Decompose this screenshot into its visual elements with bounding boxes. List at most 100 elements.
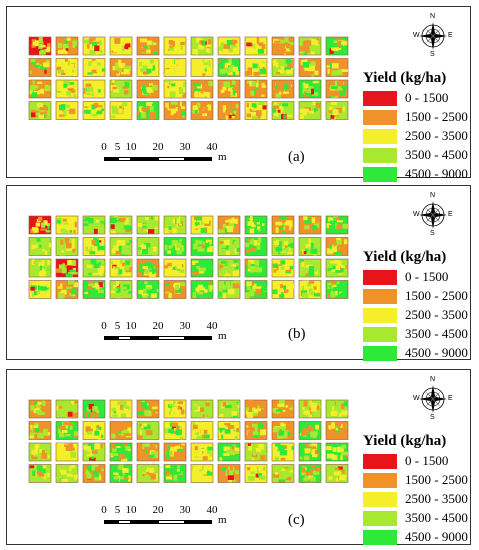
panel-label: (a) — [288, 149, 305, 165]
legend-swatch — [363, 472, 397, 488]
compass-e-label: E — [448, 395, 453, 402]
scale-tick-label: 40 — [206, 141, 218, 153]
field-plot — [109, 58, 133, 77]
compass-n-label: N — [430, 376, 436, 383]
field-plot — [55, 280, 79, 299]
legend-swatch — [363, 453, 397, 469]
legend-label: 3500 - 4500 — [405, 147, 468, 162]
legend-swatch — [363, 166, 397, 182]
scale-tick-label: 30 — [179, 504, 191, 516]
field-plot — [163, 101, 187, 120]
legend-item: 3500 - 4500 — [363, 510, 468, 526]
field-plot — [271, 442, 295, 462]
field-plot — [271, 258, 295, 278]
field-plot — [82, 258, 106, 278]
field-plot — [190, 36, 214, 56]
field-plot — [271, 237, 295, 256]
compass-w-label: W — [413, 32, 420, 39]
compass-e-label: E — [448, 32, 453, 39]
field-plot — [244, 421, 268, 440]
field-plot — [109, 101, 133, 120]
field-plot — [28, 280, 52, 299]
field-plot — [190, 399, 214, 419]
scale-tick-label: 40 — [206, 320, 218, 332]
field-plot — [190, 280, 214, 299]
field-plot — [28, 464, 52, 483]
legend-label: 1500 - 2500 — [405, 472, 468, 487]
field-plot — [82, 101, 106, 120]
field-plot — [325, 258, 349, 278]
field-plot — [55, 36, 79, 56]
legend-item: 4500 - 9000 — [363, 166, 468, 182]
field-plot — [244, 58, 268, 77]
field-plot — [109, 237, 133, 256]
field-plot — [109, 280, 133, 299]
field-plot — [136, 280, 160, 299]
scale-tick-label: 0 — [101, 320, 107, 332]
north-arrow-icon: N S W E — [413, 376, 453, 422]
legend-label: 1500 - 2500 — [405, 109, 468, 124]
field-plot — [136, 237, 160, 256]
scale-tick-label: 0 — [101, 504, 107, 516]
field-plot — [190, 101, 214, 120]
legend-swatch — [363, 128, 397, 144]
field-plot — [190, 237, 214, 256]
field-plot — [55, 237, 79, 256]
scale-segment — [104, 520, 118, 524]
north-arrow-icon: N S W E — [413, 13, 453, 59]
legend-swatch — [363, 90, 397, 106]
field-plot — [136, 421, 160, 440]
compass-n-label: N — [430, 192, 436, 199]
scale-tick-label: 10 — [125, 141, 137, 153]
scale-segment — [158, 157, 185, 161]
field-plot — [244, 464, 268, 483]
scale-segment — [117, 157, 131, 161]
field-plot — [28, 237, 52, 256]
scale-tick-label: 0 — [101, 141, 107, 153]
plot-grid — [28, 399, 349, 483]
field-plot — [163, 280, 187, 299]
scale-segment — [131, 157, 158, 161]
legend-label: 0 - 1500 — [405, 453, 449, 468]
field-plot — [82, 36, 106, 56]
field-plot — [217, 258, 241, 278]
legend-swatch — [363, 147, 397, 163]
field-plot — [325, 399, 349, 419]
field-plot — [244, 258, 268, 278]
field-plot — [109, 215, 133, 235]
field-plot — [298, 399, 322, 419]
legend-label: 4500 - 9000 — [405, 529, 468, 544]
field-plot — [271, 58, 295, 77]
legend-label: 3500 - 4500 — [405, 510, 468, 525]
legend-swatch — [363, 269, 397, 285]
field-plot — [217, 237, 241, 256]
field-plot — [55, 421, 79, 440]
field-plot — [82, 464, 106, 483]
field-plot — [28, 421, 52, 440]
field-plot — [298, 237, 322, 256]
plot-grid — [28, 36, 349, 120]
legend-item: 3500 - 4500 — [363, 147, 468, 163]
north-arrow-icon: N S W E — [413, 192, 453, 238]
field-plot — [163, 36, 187, 56]
field-plot — [136, 442, 160, 462]
scale-segment — [158, 520, 185, 524]
field-plot — [244, 215, 268, 235]
scale-tick-label: 20 — [152, 320, 164, 332]
field-plot — [82, 280, 106, 299]
field-plot — [28, 79, 52, 99]
field-plot — [244, 79, 268, 99]
field-plot — [55, 215, 79, 235]
scale-tick-label: 10 — [125, 504, 137, 516]
field-plot — [325, 442, 349, 462]
field-plot — [271, 215, 295, 235]
legend-swatch — [363, 529, 397, 545]
legend-item: 4500 - 9000 — [363, 345, 468, 361]
field-plot — [298, 36, 322, 56]
scale-tick-label: 5 — [114, 141, 121, 153]
field-plot — [271, 36, 295, 56]
legend-item: 3500 - 4500 — [363, 326, 468, 342]
map-panel-a: N S W E Yield (kg/ha) 0 - 1500 1500 - 2500 25… — [6, 6, 471, 182]
scale-unit: m — [218, 151, 227, 163]
field-plot — [55, 79, 79, 99]
